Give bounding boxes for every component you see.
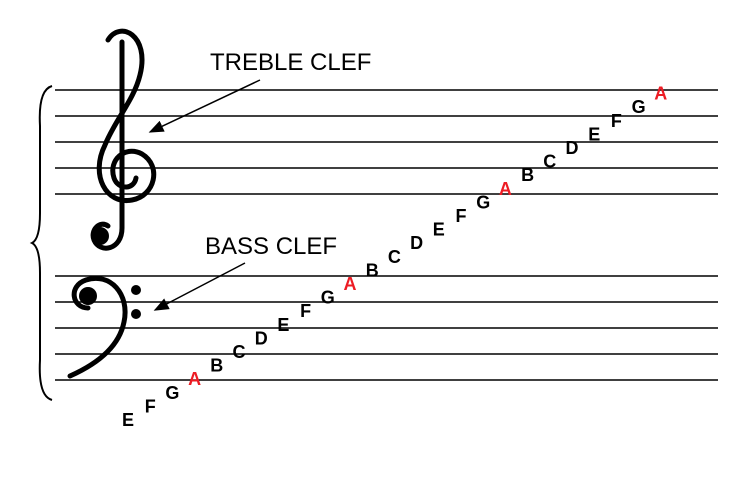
note-letter: B xyxy=(366,260,379,280)
note-letter-highlight: A xyxy=(499,179,512,199)
note-letter: E xyxy=(122,410,134,430)
bass-clef-icon xyxy=(70,278,141,376)
note-letter: B xyxy=(521,165,534,185)
note-letter: G xyxy=(321,288,335,308)
note-letter-highlight: A xyxy=(654,84,667,104)
note-letter: B xyxy=(210,356,223,376)
note-letter-highlight: A xyxy=(344,274,357,294)
treble-label: TREBLE CLEF xyxy=(210,49,371,76)
note-letter: E xyxy=(433,220,445,240)
note-letter-sequence: EFGABCDEFGABCDEFGABCDEFGA xyxy=(122,84,667,430)
note-letter-highlight: A xyxy=(188,369,201,389)
note-letter: D xyxy=(566,138,579,158)
note-letter: D xyxy=(410,233,423,253)
bass-arrow xyxy=(155,263,245,310)
note-letter: C xyxy=(543,152,556,172)
note-letter: F xyxy=(145,396,156,416)
note-letter: E xyxy=(588,124,600,144)
note-letter: F xyxy=(456,206,467,226)
note-letter: G xyxy=(476,192,490,212)
bass-staff-lines xyxy=(55,276,718,380)
treble-clef-icon xyxy=(91,31,154,248)
note-letter: F xyxy=(611,111,622,131)
note-letter: G xyxy=(165,383,179,403)
grand-staff-brace xyxy=(32,86,52,400)
note-letter: F xyxy=(300,301,311,321)
bass-label: BASS CLEF xyxy=(205,233,337,260)
note-letter: G xyxy=(632,97,646,117)
note-letter: E xyxy=(277,315,289,335)
note-letter: D xyxy=(255,328,268,348)
note-letter: C xyxy=(388,247,401,267)
treble-arrow xyxy=(150,80,260,132)
note-letter: C xyxy=(233,342,246,362)
